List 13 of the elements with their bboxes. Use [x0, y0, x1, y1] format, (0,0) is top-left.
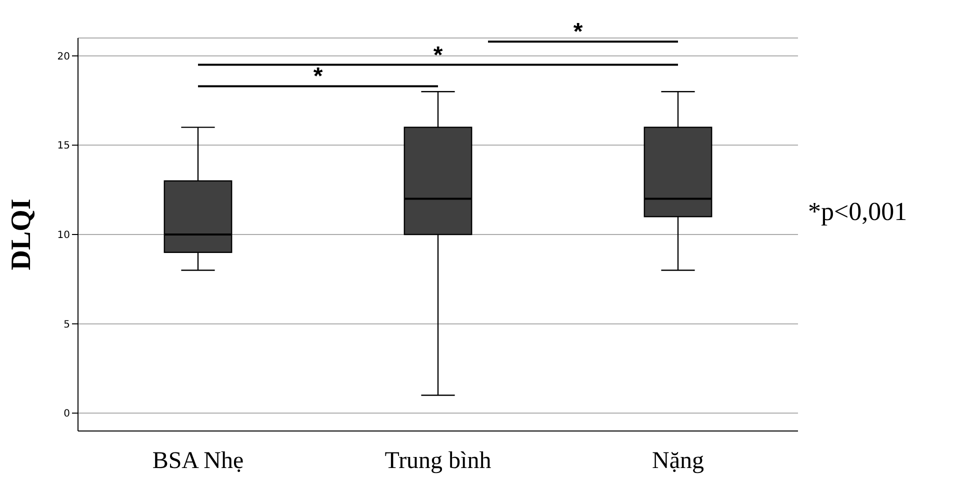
- y-tick-label: 10: [57, 230, 70, 242]
- x-tick-label: Nặng: [652, 448, 704, 474]
- y-tick-label: 20: [57, 51, 70, 62]
- y-axis-title: DLQI: [6, 198, 37, 270]
- annotation: *: [313, 63, 324, 90]
- y-tick-label: 5: [64, 319, 70, 330]
- text: *p<0,001: [808, 197, 908, 226]
- y-tick-label: 15: [57, 140, 70, 152]
- annotation: *: [573, 18, 584, 46]
- x-tick-label: Trung bình: [384, 448, 492, 474]
- x-tick-label: BSA Nhẹ: [152, 448, 244, 474]
- y-tick-label: 0: [64, 408, 70, 420]
- annotation: *: [433, 42, 444, 69]
